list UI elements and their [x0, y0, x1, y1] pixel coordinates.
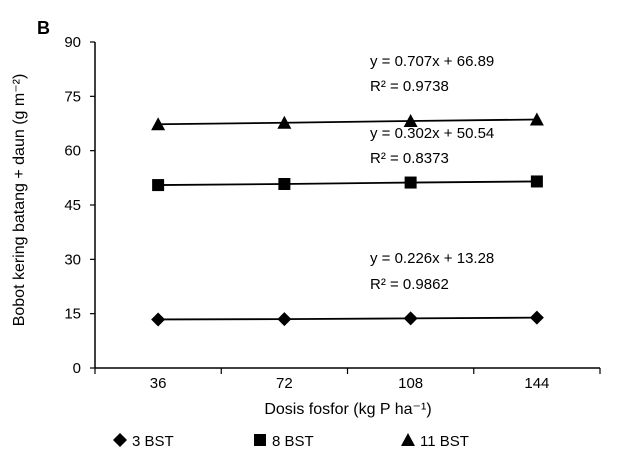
series-line-8-bst	[158, 180, 537, 186]
r-squared-label: R² = 0.9862	[370, 276, 449, 293]
equation-label: y = 0.302x + 50.54	[370, 125, 494, 142]
series-8-bst	[152, 175, 543, 192]
data-point-11-bst	[403, 113, 418, 127]
data-point-3-bst	[529, 310, 544, 325]
data-point-11-bst	[529, 112, 544, 126]
x-tick-label: 36	[150, 375, 167, 392]
data-point-11-bst	[277, 115, 292, 129]
data-point-8-bst	[530, 175, 543, 188]
equation-label: y = 0.226x + 13.28	[370, 250, 494, 267]
data-point-3-bst	[277, 312, 292, 327]
y-tick-label: 30	[64, 251, 81, 268]
y-tick-label: 0	[73, 360, 81, 377]
x-axis-label: Dosis fosfor (kg P ha⁻¹)	[264, 401, 431, 418]
data-point-8-bst	[278, 177, 291, 190]
equation-label: y = 0.707x + 66.89	[370, 53, 494, 70]
legend-marker-11-bst	[401, 433, 415, 446]
x-tick-label: 72	[276, 375, 293, 392]
r-squared-label: R² = 0.9738	[370, 78, 449, 95]
x-tick-labels: 36 72 108 144	[150, 375, 550, 392]
y-tick-label: 90	[64, 34, 81, 51]
series-11-bst	[151, 112, 544, 131]
series-line-3-bst	[158, 316, 537, 321]
trendline-equations: y = 0.226x + 13.28 R² = 0.9862 y = 0.302x …	[370, 53, 494, 293]
y-tick-label: 15	[64, 306, 81, 323]
legend: 3 BST 8 BST 11 BST	[113, 433, 469, 450]
legend-label-3-bst: 3 BST	[132, 433, 174, 450]
y-tick-label: 45	[64, 197, 81, 214]
series-line-11-bst	[158, 118, 537, 126]
y-tick-labels: 0 15 30 45 60 75 90	[64, 34, 81, 377]
legend-label-8-bst: 8 BST	[272, 433, 314, 450]
data-point-3-bst	[403, 311, 418, 326]
series-layer	[151, 112, 544, 327]
data-point-8-bst	[152, 179, 165, 192]
y-tick-label: 60	[64, 143, 81, 160]
data-point-8-bst	[404, 176, 417, 189]
series-3-bst	[151, 310, 544, 327]
y-tick-label: 75	[64, 88, 81, 105]
legend-marker-8-bst	[254, 434, 266, 446]
legend-marker-3-bst	[113, 433, 127, 447]
panel-label: B	[37, 18, 50, 38]
legend-label-11-bst: 11 BST	[420, 433, 469, 450]
data-point-3-bst	[151, 312, 166, 327]
x-tick-label: 144	[524, 375, 549, 392]
x-tick-label: 108	[398, 375, 423, 392]
y-axis-label: Bobot kering batang + daun (g m⁻²)	[11, 74, 28, 327]
axes	[90, 41, 601, 374]
r-squared-label: R² = 0.8373	[370, 150, 449, 167]
data-point-11-bst	[151, 117, 166, 131]
